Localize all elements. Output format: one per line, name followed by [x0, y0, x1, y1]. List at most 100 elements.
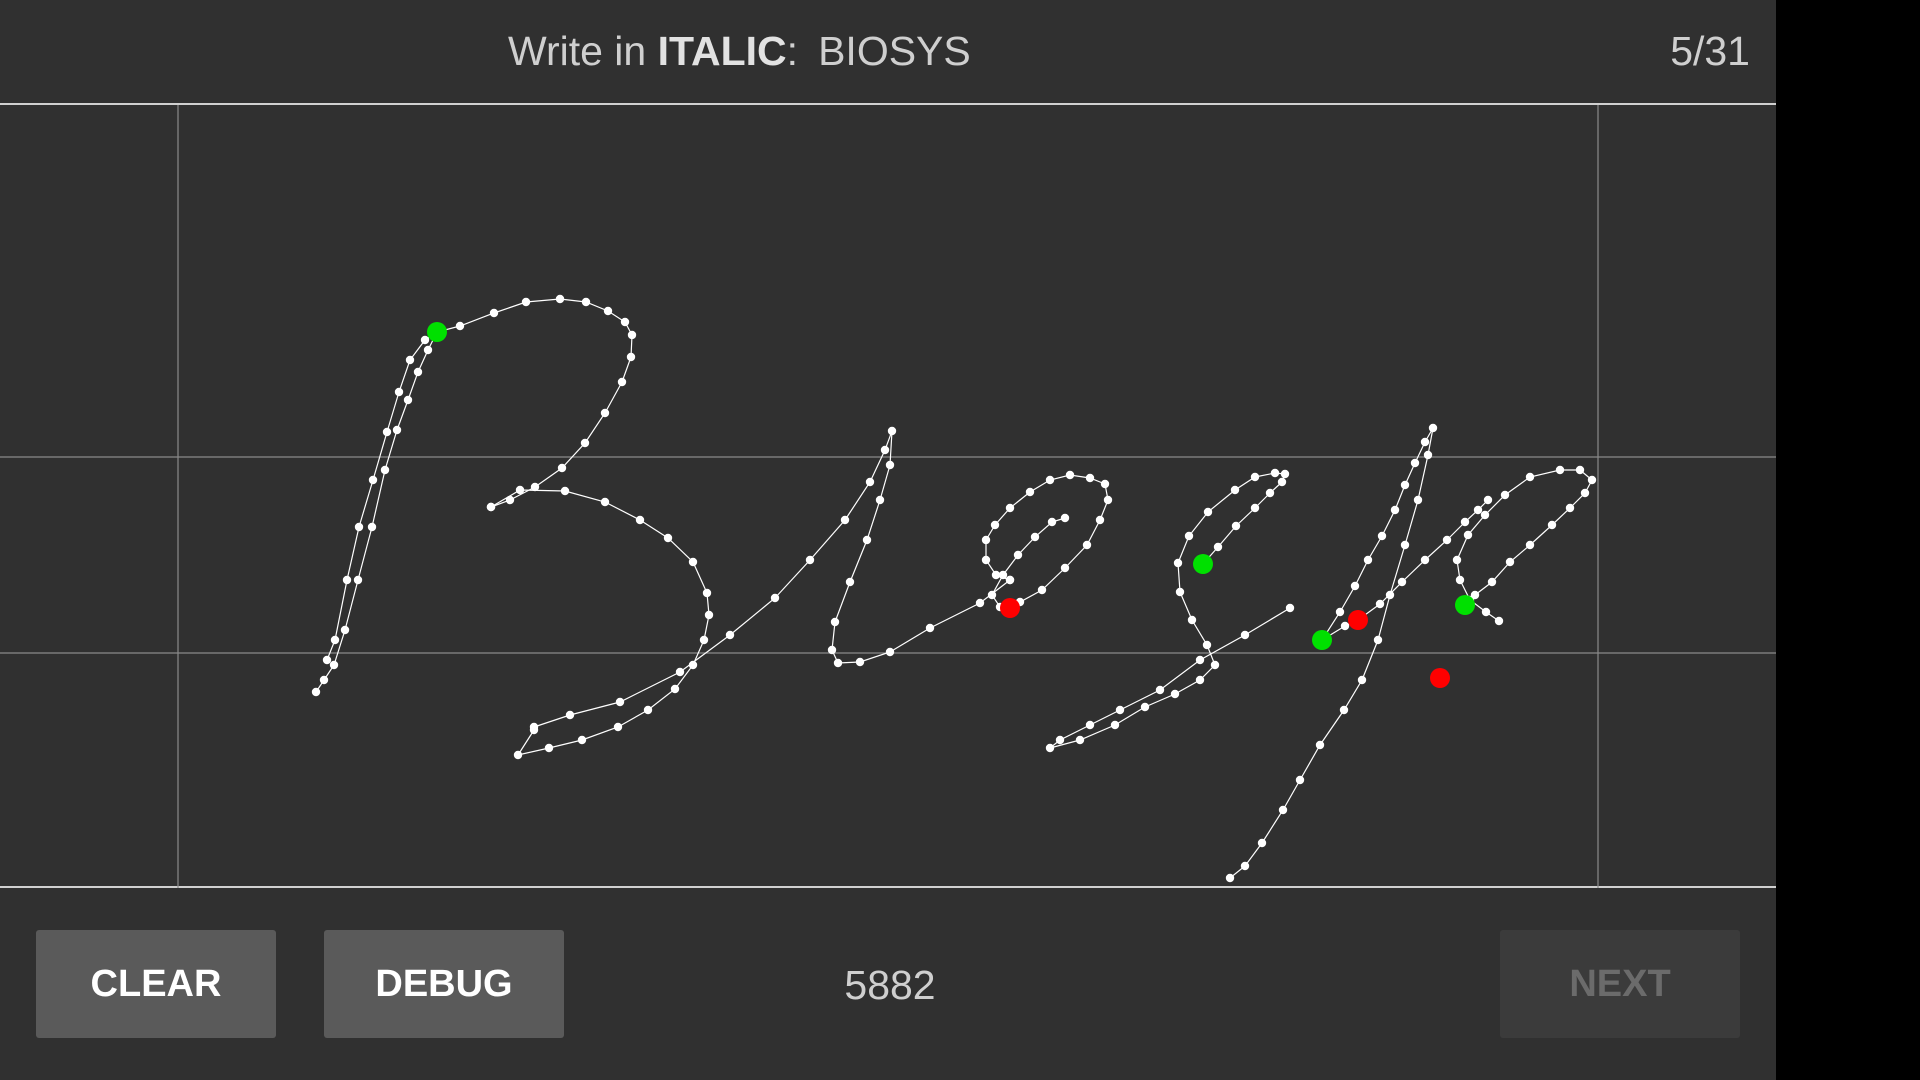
ink-sample-point — [805, 555, 815, 565]
ink-sample-point — [675, 667, 685, 677]
debug-button[interactable]: DEBUG — [324, 930, 564, 1038]
ink-sample-point — [990, 520, 1000, 530]
ink-sample-point — [1155, 685, 1165, 695]
ink-sample-point — [1377, 531, 1387, 541]
ink-sample-point — [423, 345, 433, 355]
ink-sample-point — [1295, 775, 1305, 785]
ink-sample-point — [688, 660, 698, 670]
ink-sample-point — [1487, 577, 1497, 587]
prompt-colon: : — [786, 28, 799, 74]
progress-counter: 5/31 — [1670, 28, 1750, 74]
ink-sample-point — [827, 645, 837, 655]
stroke-start-marker — [427, 322, 447, 342]
ink-sample-point — [1480, 510, 1490, 520]
writing-prompt: Write in ITALIC: BIOSYS — [508, 28, 971, 75]
handwriting-surface[interactable] — [0, 105, 1776, 888]
ink-sample-point — [887, 426, 897, 436]
ink-sample-point — [311, 687, 321, 697]
ink-sample-point — [1428, 423, 1438, 433]
ink-sample-point — [1340, 621, 1350, 631]
ink-sample-point — [620, 317, 630, 327]
ink-sample-point — [1065, 470, 1075, 480]
next-button[interactable]: NEXT — [1500, 930, 1740, 1038]
ink-sample-point — [1005, 575, 1015, 585]
ink-sample-point — [353, 575, 363, 585]
ink-sample-point — [1250, 472, 1260, 482]
ink-sample-point — [1025, 487, 1035, 497]
ink-sample-point — [530, 482, 540, 492]
prompt-prefix: Write in — [508, 28, 647, 74]
ink-sample-point — [1483, 495, 1493, 505]
ink-sample-point — [925, 623, 935, 633]
ink-sample-point — [1085, 473, 1095, 483]
ink-sample-point — [1373, 635, 1383, 645]
ink-sample-point — [1423, 450, 1433, 460]
stroke-end-marker — [1000, 598, 1020, 618]
ink-sample-point — [1500, 490, 1510, 500]
ink-sample-point — [1580, 488, 1590, 498]
ink-sample-point — [319, 675, 329, 685]
ink-sample-point — [885, 460, 895, 470]
ink-sample-point — [1187, 615, 1197, 625]
ink-sample-point — [330, 635, 340, 645]
ink-sample-point — [1505, 557, 1515, 567]
ink-sample-point — [626, 352, 636, 362]
ink-sample-point — [1055, 735, 1065, 745]
ink-sample-point — [581, 297, 591, 307]
ink-sample-point — [1375, 599, 1385, 609]
ink-sample-point — [880, 445, 890, 455]
ink-stroke-path — [985, 474, 1109, 608]
clear-button[interactable]: CLEAR — [36, 930, 276, 1038]
ink-sample-point — [1085, 720, 1095, 730]
ink-sample-point — [1184, 531, 1194, 541]
prompt-style-word: ITALIC — [657, 28, 787, 74]
ink-sample-point — [1452, 555, 1462, 565]
ink-sample-point — [1060, 513, 1070, 523]
ink-sample-point — [1231, 521, 1241, 531]
ink-sample-point — [845, 577, 855, 587]
ink-stroke-path — [1049, 472, 1291, 749]
ink-sample-point — [340, 625, 350, 635]
ink-sample-point — [991, 570, 1001, 580]
ink-sample-point — [367, 522, 377, 532]
ink-sample-point — [1175, 587, 1185, 597]
ink-sample-point — [600, 408, 610, 418]
guide-lines — [0, 105, 1776, 888]
writing-canvas[interactable] — [0, 105, 1776, 888]
ink-sample-point — [403, 395, 413, 405]
ink-sample-point — [704, 610, 714, 620]
ink-sample-point — [486, 502, 496, 512]
ink-sample-point — [394, 387, 404, 397]
ink-sample-point — [1210, 660, 1220, 670]
ink-sample-point — [544, 743, 554, 753]
ink-sample-point — [1277, 477, 1287, 487]
ink-sample-point — [342, 575, 352, 585]
ink-sample-point — [1202, 640, 1212, 650]
ink-sample-point — [1363, 555, 1373, 565]
ink-sample-point — [1455, 575, 1465, 585]
ink-sample-point — [663, 533, 673, 543]
ink-sample-point — [1203, 507, 1213, 517]
ink-sample-point — [627, 330, 637, 340]
ink-sample-point — [1100, 479, 1110, 489]
ink-sample-point — [688, 557, 698, 567]
ink-sample-point — [1045, 743, 1055, 753]
ink-sample-point — [1315, 740, 1325, 750]
ink-sample-point — [975, 598, 985, 608]
ink-sample-point — [1285, 603, 1295, 613]
ink-sample-point — [1195, 675, 1205, 685]
ink-sample-point — [862, 535, 872, 545]
ink-sample-point — [1225, 873, 1235, 883]
ink-sample-point — [1140, 702, 1150, 712]
ink-sample-point — [1442, 535, 1452, 545]
ink-sample-point — [405, 355, 415, 365]
ink-sample-point — [1005, 503, 1015, 513]
ink-sample-point — [1170, 689, 1180, 699]
ink-sample-point — [455, 321, 465, 331]
stroke-end-marker — [1348, 610, 1368, 630]
ink-sample-point — [1278, 805, 1288, 815]
ink-sample-point — [1385, 590, 1395, 600]
ink-sample-point — [670, 684, 680, 694]
ink-sample-point — [725, 630, 735, 640]
ink-stroke-path — [533, 430, 1011, 728]
